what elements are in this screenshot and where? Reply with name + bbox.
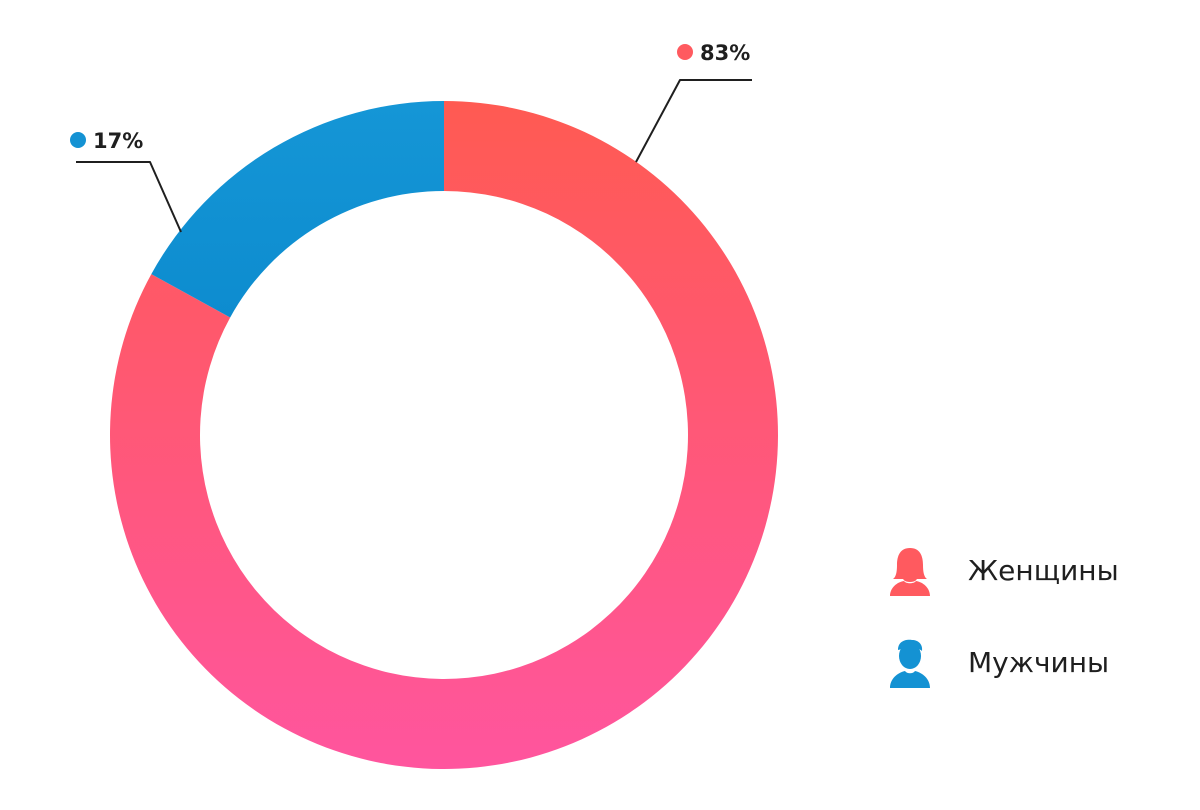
data-label-men: 17% xyxy=(93,129,143,153)
callout-dot-men xyxy=(70,132,86,148)
slice-men xyxy=(151,101,444,318)
legend-label-women: Женщины xyxy=(968,553,1119,587)
legend: Женщины Мужчины xyxy=(884,540,1184,724)
legend-item-men: Мужчины xyxy=(884,632,1184,692)
donut-slices xyxy=(109,101,778,770)
female-user-icon xyxy=(884,544,936,596)
legend-label-men: Мужчины xyxy=(968,645,1110,679)
callout-line-women xyxy=(635,79,752,163)
legend-item-women: Женщины xyxy=(884,540,1184,600)
callout-dot-women xyxy=(677,44,693,60)
callout-line-men xyxy=(76,161,182,233)
callouts: 83% 17% xyxy=(70,41,752,233)
male-user-icon xyxy=(884,636,936,688)
data-label-women: 83% xyxy=(700,41,750,65)
